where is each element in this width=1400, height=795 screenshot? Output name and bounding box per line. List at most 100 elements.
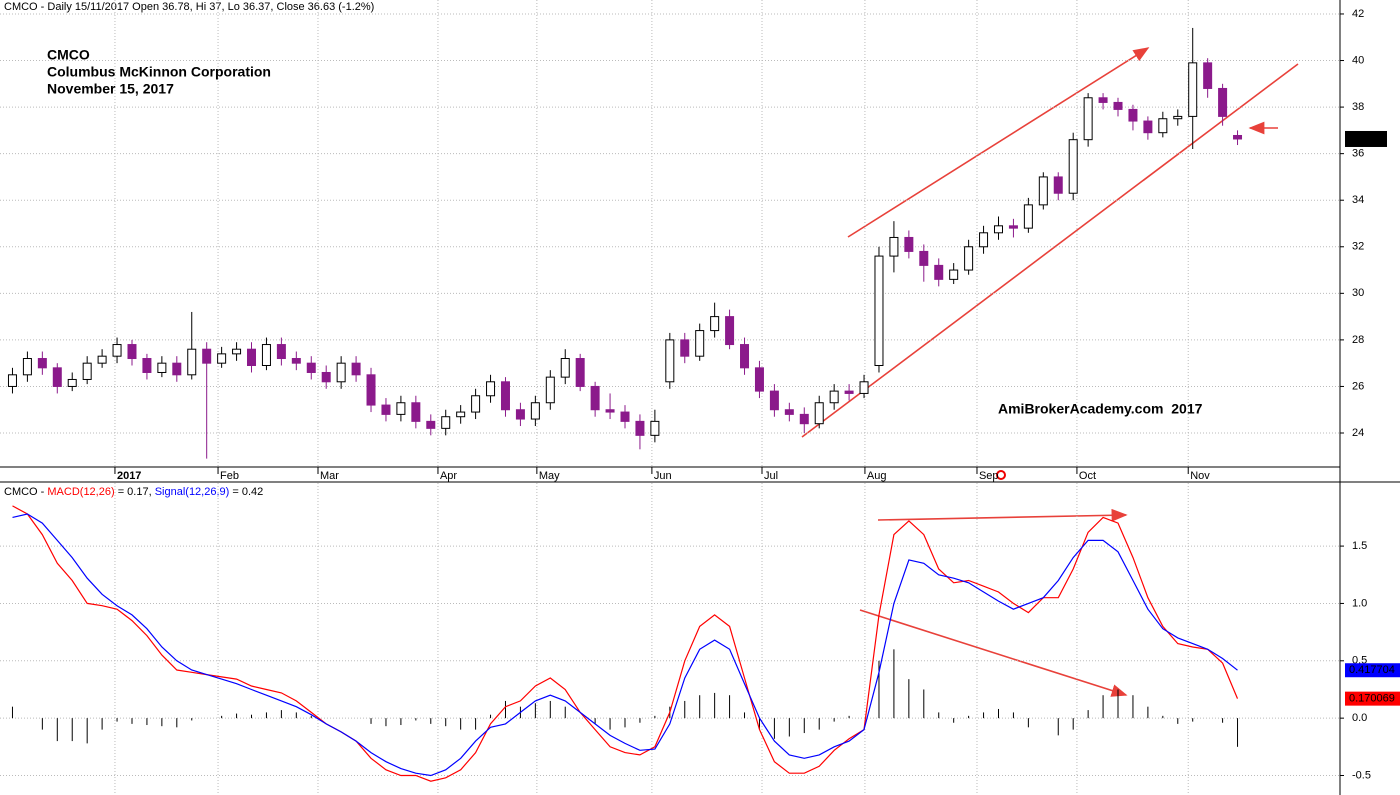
trend-arrow xyxy=(859,609,1128,697)
candle-body xyxy=(217,353,227,364)
candle-body xyxy=(276,344,286,360)
y-tick-label: 38 xyxy=(1352,101,1364,113)
candle-body xyxy=(515,409,525,420)
candle-body xyxy=(291,358,301,364)
candle-body xyxy=(620,411,630,422)
candle-body xyxy=(1188,62,1198,117)
candle-body xyxy=(934,264,944,280)
x-tick-label: Jul xyxy=(764,470,778,482)
candle-body xyxy=(202,348,212,364)
y-tick-label: 40 xyxy=(1352,54,1364,66)
x-tick-label: May xyxy=(539,470,560,482)
header-value: = 0.42 xyxy=(229,486,263,498)
candle-body xyxy=(889,236,899,257)
x-tick-label: Oct xyxy=(1079,470,1096,482)
candle-body xyxy=(172,362,182,376)
y-tick-label: -0.5 xyxy=(1352,769,1371,781)
candle-body xyxy=(665,339,675,383)
trend-arrows xyxy=(801,47,1299,697)
candle-body xyxy=(859,381,869,394)
x-tick-label: Feb xyxy=(220,470,239,482)
trend-arrow xyxy=(847,47,1150,238)
last-value-box xyxy=(1345,691,1400,706)
y-tick-label: 34 xyxy=(1352,194,1364,206)
y-tick-label: 30 xyxy=(1352,287,1364,299)
candle-body xyxy=(650,420,660,436)
x-tick-label: Apr xyxy=(440,470,457,482)
candle-body xyxy=(67,378,77,387)
header-value: = 0.17, xyxy=(115,486,155,498)
candle-body xyxy=(1128,108,1138,122)
candle-body xyxy=(1023,204,1033,229)
candle-body xyxy=(336,362,346,383)
candle-body xyxy=(500,381,510,411)
macd-line xyxy=(12,513,1238,777)
candle-body xyxy=(1158,118,1168,134)
candle-body xyxy=(7,374,17,387)
candle-body xyxy=(740,344,750,369)
x-tick-label: Jun xyxy=(654,470,672,482)
candles xyxy=(7,27,1243,459)
candle-body xyxy=(1038,176,1048,206)
candle-body xyxy=(456,411,466,418)
candle-body xyxy=(247,348,257,366)
candle-body xyxy=(695,330,705,357)
candle-body xyxy=(1173,115,1183,120)
watermark: AmiBrokerAcademy.com 2017 xyxy=(998,401,1203,417)
trend-line xyxy=(801,63,1299,438)
candle-body xyxy=(37,358,47,369)
candle-body xyxy=(22,358,32,376)
candle-body xyxy=(1233,134,1243,140)
legend-entry: MACD(12,26) xyxy=(47,486,114,498)
y-tick-label: 32 xyxy=(1352,241,1364,253)
candle-body xyxy=(411,402,421,422)
last-price-box xyxy=(1345,130,1387,147)
candle-body xyxy=(949,269,959,280)
trend-arrow xyxy=(877,508,1128,522)
candle-body xyxy=(52,367,62,387)
y-tick-label: 1.5 xyxy=(1352,540,1367,552)
y-tick-label: 0.0 xyxy=(1352,712,1367,724)
candle-body xyxy=(381,404,391,415)
y-tick-label: 26 xyxy=(1352,380,1364,392)
y-tick-label: 42 xyxy=(1352,8,1364,20)
candle-body xyxy=(1053,176,1063,194)
candle-body xyxy=(82,362,92,380)
candle-body xyxy=(1008,225,1018,229)
candle-body xyxy=(725,316,735,346)
last-value-label: 0.417704 xyxy=(1349,664,1395,676)
candle-body xyxy=(799,413,809,425)
candle-body xyxy=(560,358,570,378)
candle-body xyxy=(635,420,645,436)
candle-body xyxy=(844,390,854,394)
candle-body xyxy=(486,381,496,397)
candle-body xyxy=(366,374,376,406)
candle-body xyxy=(441,416,451,429)
candle-body xyxy=(232,348,242,355)
candle-body xyxy=(590,385,600,411)
candle-body xyxy=(426,420,436,429)
candle-body xyxy=(1083,97,1093,141)
candle-body xyxy=(979,232,989,248)
candle-body xyxy=(964,246,974,271)
x-tick-label: 2017 xyxy=(117,470,141,482)
last-value-box xyxy=(1345,663,1400,678)
candle-body xyxy=(112,344,122,357)
candle-body xyxy=(710,316,720,332)
candle-body xyxy=(919,250,929,266)
candle-body xyxy=(142,358,152,373)
last-value-label: 0.170069 xyxy=(1349,693,1395,705)
candle-body xyxy=(157,362,167,373)
candle-body xyxy=(1113,101,1123,110)
candle-body xyxy=(1203,62,1213,89)
candle-body xyxy=(784,409,794,415)
candle-body xyxy=(874,255,884,366)
candle-body xyxy=(545,376,555,404)
x-tick-label: Mar xyxy=(320,470,339,482)
candle-body xyxy=(1068,139,1078,194)
y-tick-label: 36 xyxy=(1352,148,1364,160)
candle-body xyxy=(127,344,137,360)
x-tick-label: Sep xyxy=(979,470,999,482)
x-tick-label: Nov xyxy=(1190,470,1210,482)
